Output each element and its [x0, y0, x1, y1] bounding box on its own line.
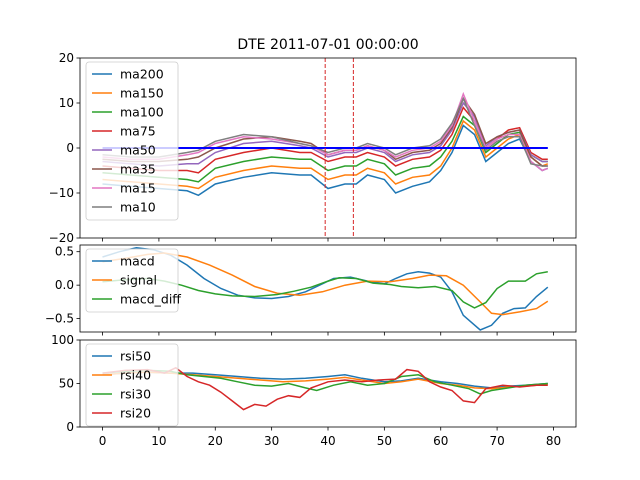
legend-box [85, 343, 179, 427]
legend-label-ma10: ma10 [120, 200, 156, 215]
series-line-ma150 [102, 119, 549, 190]
y-tick-label: −0.5 [45, 312, 74, 326]
x-tick-label: 50 [377, 434, 392, 448]
legend-label-ma15: ma15 [120, 181, 156, 196]
legend-label-signal: signal [120, 273, 157, 288]
series-line-rsi30 [102, 369, 548, 395]
y-tick-label: 50 [59, 377, 74, 391]
x-tick-label: 60 [433, 434, 448, 448]
legend-label-ma75: ma75 [120, 124, 156, 139]
y-tick-label: 20 [59, 51, 74, 65]
series-line-rsi20 [102, 366, 548, 411]
x-tick-label: 80 [546, 434, 561, 448]
legend-label-rsi50: rsi50 [120, 349, 151, 364]
y-tick-label: 0.0 [55, 278, 74, 292]
series-line-ma200 [102, 124, 549, 197]
legend-label-ma35: ma35 [120, 162, 156, 177]
y-tick-label: 10 [59, 96, 74, 110]
legend-box [85, 248, 179, 313]
y-tick-label: 100 [51, 333, 74, 347]
x-tick-label: 30 [264, 434, 279, 448]
x-tick-label: 70 [489, 434, 504, 448]
legend-label-ma50: ma50 [120, 143, 156, 158]
y-tick-label: −10 [49, 186, 74, 200]
legend-label-rsi40: rsi40 [120, 368, 151, 383]
series-line-ma15 [102, 91, 549, 172]
macd-panel: −0.5 0.0 0.5 macd signal macd_diff [45, 244, 577, 336]
y-tick-label: 0 [66, 420, 74, 434]
series-line-rsi50 [102, 371, 548, 389]
x-tick-label: 10 [151, 434, 166, 448]
legend-label-ma200: ma200 [120, 67, 164, 82]
series-line-signal [102, 252, 549, 316]
y-tick-label: 0 [66, 141, 74, 155]
series-line-macd_diff [102, 271, 548, 309]
ma-panel: −20 −10 0 10 20 ma200 ma150 ma100 ma75 ma50 ma35 ma… [49, 51, 577, 245]
y-tick-label: −20 [49, 231, 74, 245]
x-tick-label: 0 [99, 434, 107, 448]
legend-label-ma100: ma100 [120, 105, 164, 120]
legend-label-rsi30: rsi30 [120, 387, 151, 402]
legend-label-ma150: ma150 [120, 86, 164, 101]
x-tick-label: 20 [208, 434, 223, 448]
x-tick-label: 40 [320, 434, 335, 448]
chart-title: DTE 2011-07-01 00:00:00 [237, 37, 418, 53]
legend-label-rsi20: rsi20 [120, 406, 151, 421]
legend-label-macd: macd [120, 254, 155, 269]
legend-box [85, 61, 179, 221]
rsi-panel: 0 50 100 0 10 20 30 40 50 60 70 80 rsi50 rsi40 rsi30 rs… [51, 333, 577, 448]
legend-label-macd_diff: macd_diff [120, 292, 181, 307]
y-tick-label: 0.5 [55, 245, 74, 259]
